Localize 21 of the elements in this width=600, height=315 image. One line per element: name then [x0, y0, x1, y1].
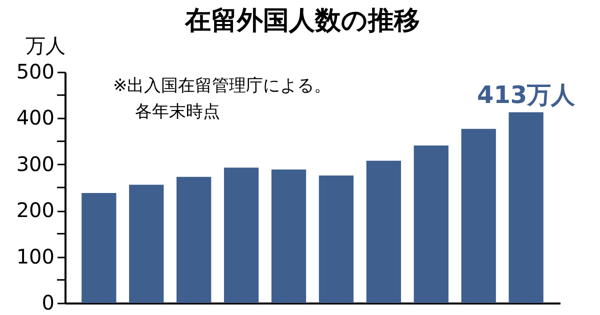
bar — [176, 176, 212, 303]
data-label: 413万人 — [477, 81, 576, 110]
annotation: 各年末時点 — [135, 102, 220, 122]
chart-title: 在留外国人数の推移 — [184, 6, 420, 36]
bar — [366, 160, 402, 303]
y-tick-label: 100 — [16, 244, 54, 268]
y-axis-title: 万人 — [26, 34, 66, 58]
bar — [414, 145, 448, 303]
y-tick-label: 500 — [16, 60, 54, 84]
bar — [224, 168, 259, 303]
bar — [271, 169, 306, 303]
y-tick-label: 300 — [16, 152, 54, 176]
y-tick-label: 400 — [16, 106, 54, 130]
y-tick-label: 200 — [16, 198, 54, 222]
bar — [318, 175, 354, 303]
bar — [129, 184, 164, 303]
bar — [508, 112, 544, 303]
bar — [461, 128, 496, 303]
annotation: ※出入国在留管理庁による。 — [113, 76, 332, 96]
bar — [82, 193, 116, 303]
y-tick-label: 0 — [42, 290, 54, 314]
